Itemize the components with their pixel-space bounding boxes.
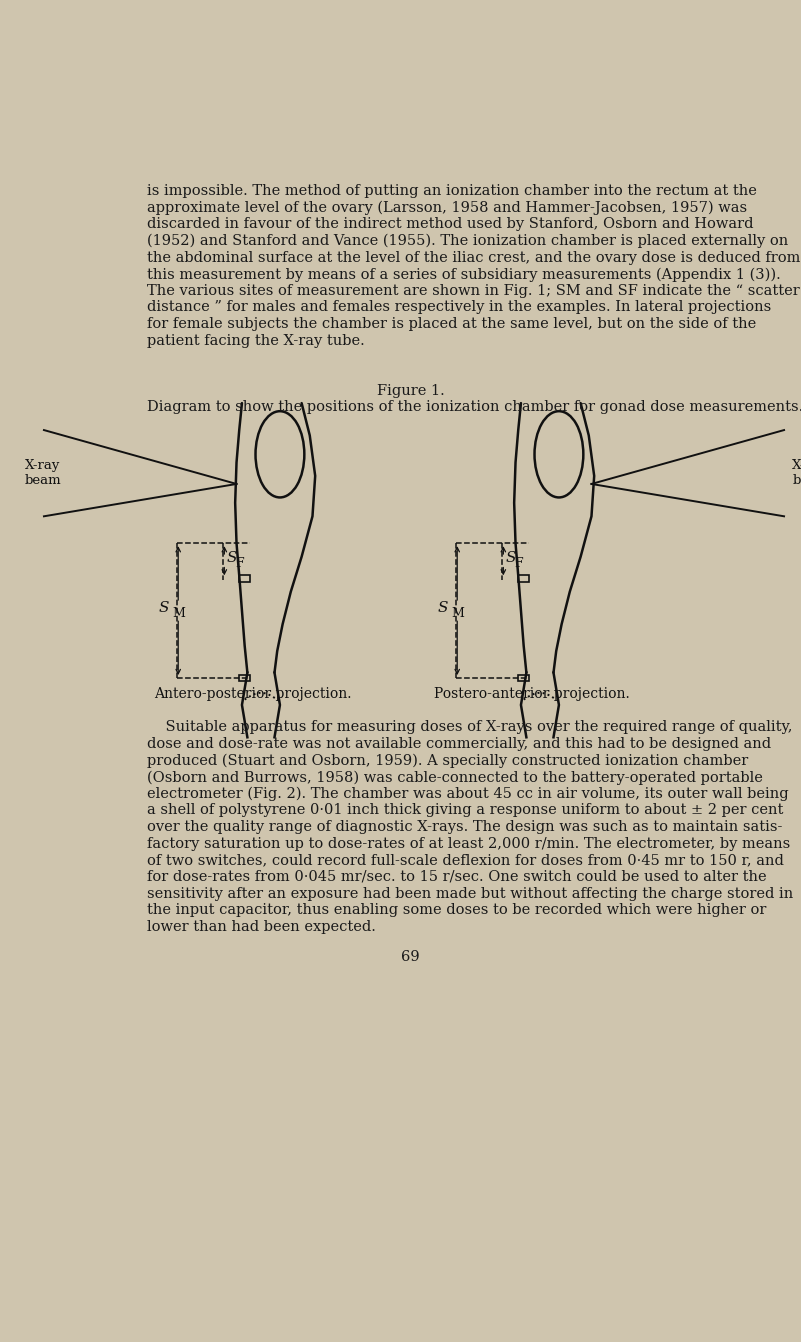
Text: the input capacitor, thus enabling some doses to be recorded which were higher o: the input capacitor, thus enabling some … xyxy=(147,903,766,917)
Text: M: M xyxy=(173,607,186,620)
Text: this measurement by means of a series of subsidiary measurements (Appendix 1 (3): this measurement by means of a series of… xyxy=(147,267,780,282)
Text: The various sites of measurement are shown in Fig. 1; SM and SF indicate the “ s: The various sites of measurement are sho… xyxy=(147,285,799,298)
Text: S: S xyxy=(159,601,169,616)
Text: produced (Stuart and Osborn, 1959). A specially constructed ionization chamber: produced (Stuart and Osborn, 1959). A sp… xyxy=(147,754,748,768)
Text: sensitivity after an exposure had been made but without affecting the charge sto: sensitivity after an exposure had been m… xyxy=(147,887,793,900)
Text: dose and dose-rate was not available commercially, and this had to be designed a: dose and dose-rate was not available com… xyxy=(147,737,771,752)
Text: F: F xyxy=(514,557,523,570)
Text: for dose-rates from 0·045 mr/sec. to 15 r/sec. One switch could be used to alter: for dose-rates from 0·045 mr/sec. to 15 … xyxy=(147,870,767,884)
Text: electrometer (Fig. 2). The chamber was about 45 cc in air volume, its outer wall: electrometer (Fig. 2). The chamber was a… xyxy=(147,786,788,801)
Text: discarded in favour of the indirect method used by Stanford, Osborn and Howard: discarded in favour of the indirect meth… xyxy=(147,217,753,231)
Text: (1952) and Stanford and Vance (1955). The ionization chamber is placed externall: (1952) and Stanford and Vance (1955). Th… xyxy=(147,234,788,248)
Bar xyxy=(518,675,529,682)
Text: 69: 69 xyxy=(401,950,420,964)
Text: S: S xyxy=(437,601,448,616)
Bar xyxy=(518,574,529,581)
Text: F: F xyxy=(235,557,244,570)
Text: a shell of polystyrene 0·01 inch thick giving a response uniform to about ± 2 pe: a shell of polystyrene 0·01 inch thick g… xyxy=(147,804,783,817)
Text: approximate level of the ovary (Larsson, 1958 and Hammer-Jacobsen, 1957) was: approximate level of the ovary (Larsson,… xyxy=(147,201,747,215)
Text: Postero-anterior projection.: Postero-anterior projection. xyxy=(434,687,630,702)
Text: S: S xyxy=(506,552,517,565)
Text: the abdominal surface at the level of the iliac crest, and the ovary dose is ded: the abdominal surface at the level of th… xyxy=(147,251,800,264)
Text: of two switches, could record full-scale deflexion for doses from 0·45 mr to 150: of two switches, could record full-scale… xyxy=(147,854,783,867)
Text: X-ray
beam: X-ray beam xyxy=(25,459,62,487)
Text: patient facing the X-ray tube.: patient facing the X-ray tube. xyxy=(147,334,364,348)
Text: is impossible. The method of putting an ionization chamber into the rectum at th: is impossible. The method of putting an … xyxy=(147,184,756,199)
Text: Suitable apparatus for measuring doses of X-rays over the required range of qual: Suitable apparatus for measuring doses o… xyxy=(147,721,792,734)
Text: distance ” for males and females respectively in the examples. In lateral projec: distance ” for males and females respect… xyxy=(147,301,771,314)
Bar xyxy=(239,675,250,682)
Text: for female subjects the chamber is placed at the same level, but on the side of : for female subjects the chamber is place… xyxy=(147,317,756,331)
Text: Figure 1.: Figure 1. xyxy=(376,384,445,397)
Text: X-ray
beam: X-ray beam xyxy=(792,459,801,487)
Bar xyxy=(239,574,250,581)
Text: Diagram to show the positions of the ionization chamber for gonad dose measureme: Diagram to show the positions of the ion… xyxy=(147,400,801,415)
Text: factory saturation up to dose-rates of at least 2,000 r/min. The electrometer, b: factory saturation up to dose-rates of a… xyxy=(147,836,790,851)
Text: over the quality range of diagnostic X-rays. The design was such as to maintain : over the quality range of diagnostic X-r… xyxy=(147,820,782,835)
Text: M: M xyxy=(452,607,465,620)
Text: Antero-posterior projection.: Antero-posterior projection. xyxy=(154,687,352,702)
Text: (Osborn and Burrows, 1958) was cable-connected to the battery-operated portable: (Osborn and Burrows, 1958) was cable-con… xyxy=(147,770,763,785)
Text: lower than had been expected.: lower than had been expected. xyxy=(147,919,376,934)
Text: S: S xyxy=(227,552,238,565)
